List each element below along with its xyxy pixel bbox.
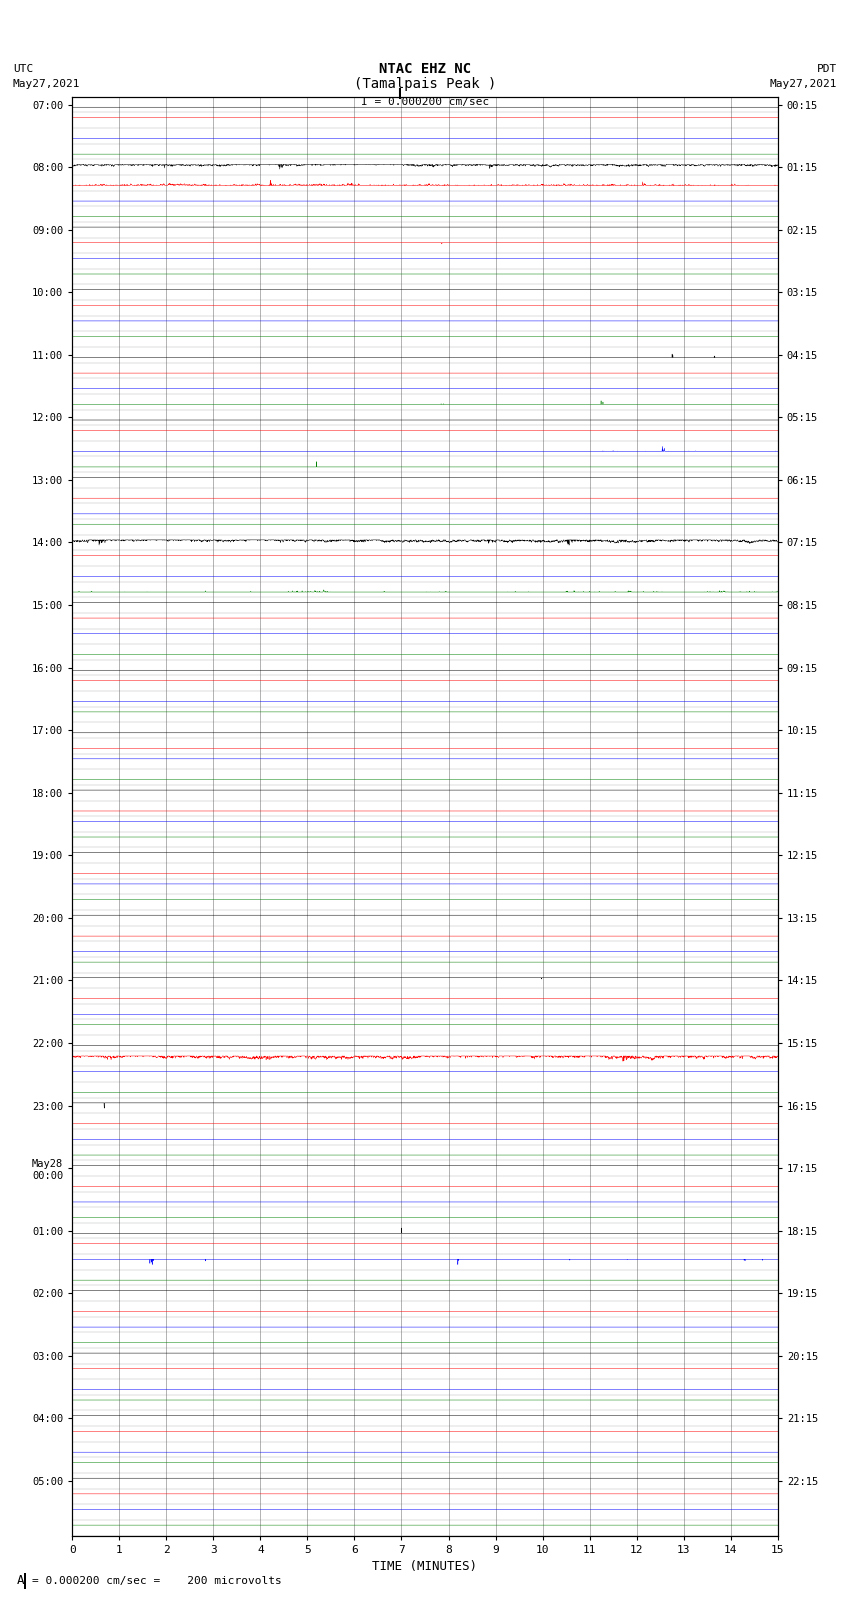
Text: NTAC EHZ NC: NTAC EHZ NC [379,63,471,76]
Text: UTC: UTC [13,65,33,74]
Text: May27,2021: May27,2021 [13,79,80,89]
Text: (Tamalpais Peak ): (Tamalpais Peak ) [354,77,496,90]
Text: A: A [17,1574,25,1587]
Text: PDT: PDT [817,65,837,74]
Text: May27,2021: May27,2021 [770,79,837,89]
Text: = 0.000200 cm/sec =    200 microvolts: = 0.000200 cm/sec = 200 microvolts [32,1576,282,1586]
X-axis label: TIME (MINUTES): TIME (MINUTES) [372,1560,478,1573]
Text: I = 0.000200 cm/sec: I = 0.000200 cm/sec [361,97,489,106]
